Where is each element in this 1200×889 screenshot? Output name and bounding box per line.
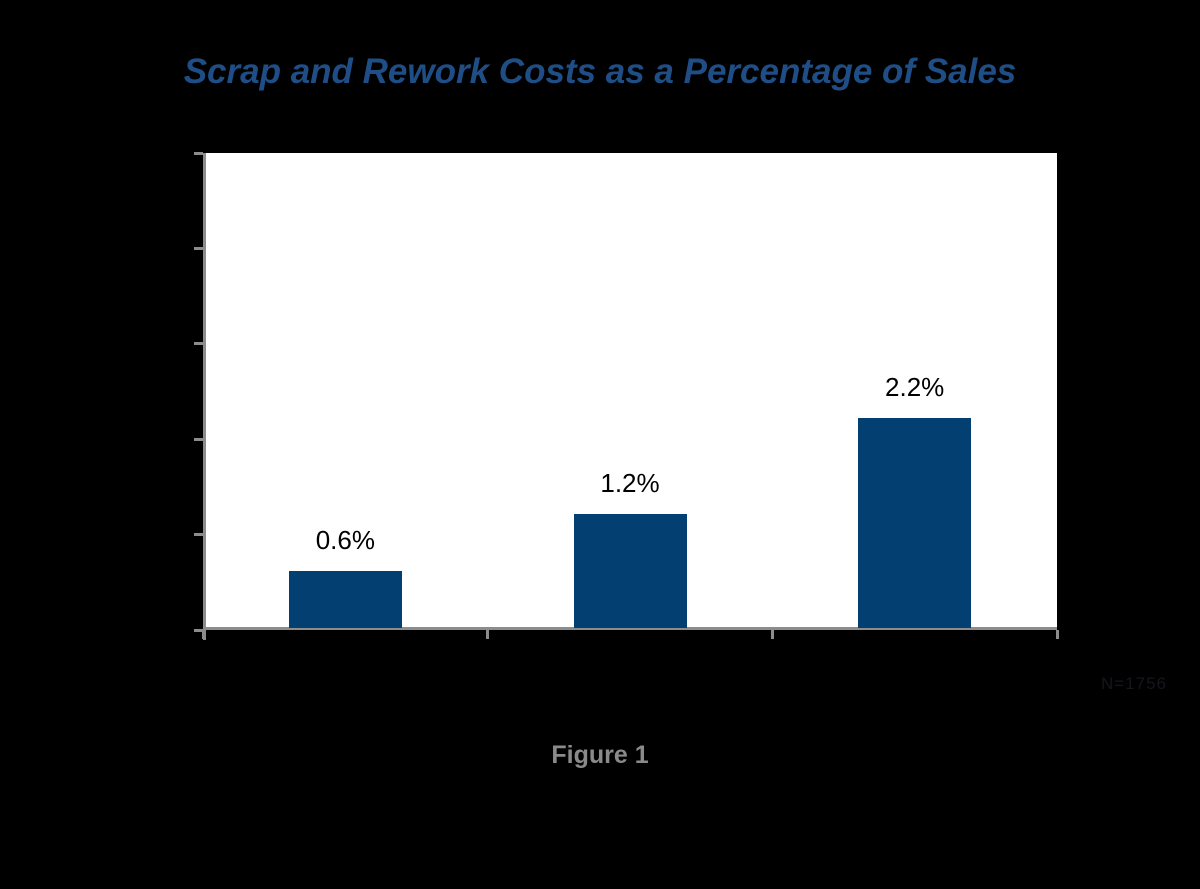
- x-axis-tick: [486, 630, 490, 639]
- x-axis-line: [203, 627, 1057, 630]
- bar-2.2%: [858, 418, 972, 628]
- y-axis-line: [203, 153, 206, 640]
- bar-data-label: 2.2%: [885, 372, 945, 403]
- y-axis-tick: [194, 628, 203, 632]
- y-axis-tick: [194, 246, 203, 250]
- y-axis-tick: [194, 437, 203, 441]
- sample-size-footnote: N=1756: [1100, 674, 1167, 693]
- y-axis-tick: [194, 342, 203, 346]
- x-axis-tick: [770, 630, 774, 639]
- bar-1.2%: [573, 513, 687, 628]
- bar-0.6%: [288, 570, 402, 628]
- y-axis-tick: [194, 151, 203, 155]
- bar-data-label: 0.6%: [315, 524, 375, 555]
- plot-area: 0.6% 1.2% 2.2%: [194, 151, 1059, 640]
- chart-title: Scrap and Rework Costs as a Percentage o…: [183, 52, 1017, 91]
- bar-data-label: 1.2%: [600, 467, 660, 498]
- y-axis-tick: [194, 533, 203, 537]
- x-axis-tick: [201, 630, 205, 639]
- x-axis-tick: [1055, 630, 1059, 639]
- figure-caption: Figure 1: [551, 741, 649, 769]
